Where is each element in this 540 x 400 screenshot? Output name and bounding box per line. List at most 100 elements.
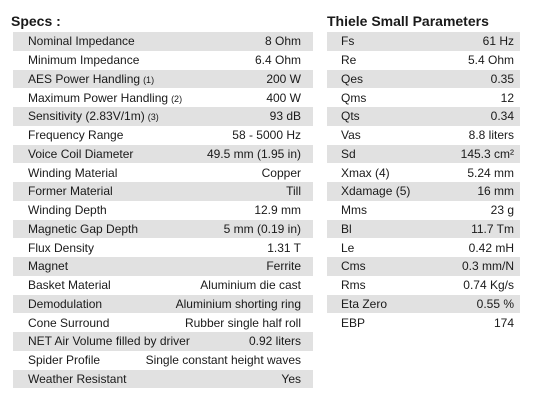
- row-label: Le: [341, 241, 354, 255]
- table-row: Former Material Till: [13, 182, 313, 201]
- row-label-text: Spider Profile: [28, 353, 101, 368]
- row-value: 93 dB: [269, 109, 301, 124]
- row-label-text: Sensitivity (2.83V/1m): [28, 109, 145, 124]
- table-row: Rms 0.74 Kg/s: [327, 276, 520, 295]
- table-row: Demodulation Aluminium shorting ring: [13, 294, 313, 314]
- table-row: Magnet Ferrite: [13, 257, 313, 276]
- row-label: Winding Depth: [28, 203, 107, 217]
- row-label-text: Flux Density: [28, 240, 95, 255]
- table-row: Qes 0.35: [327, 69, 520, 89]
- row-label-text: Le: [341, 240, 355, 255]
- row-value: 0.55 %: [476, 296, 514, 311]
- row-value: 0.92 liters: [248, 334, 301, 349]
- row-label-text: Former Material: [28, 184, 113, 199]
- table-row: Winding Depth 12.9 mm: [13, 201, 313, 220]
- table-row: Nominal Impedance 8 Ohm: [13, 32, 313, 51]
- table-row: Basket Material Aluminium die cast: [13, 276, 313, 295]
- row-value: 8.8 liters: [468, 128, 514, 143]
- row-label-text: Voice Coil Diameter: [28, 146, 134, 161]
- row-label-text: Winding Depth: [28, 203, 107, 218]
- row-label-text: AES Power Handling: [28, 71, 141, 86]
- table-row: Xdamage (5) 16 mm: [327, 182, 520, 201]
- row-label-text: Weather Resistant: [28, 371, 127, 386]
- row-value: 16 mm: [477, 184, 514, 199]
- row-label-text: Mms: [341, 203, 367, 218]
- table-row: Cms 0.3 mm/N: [327, 257, 520, 276]
- table-row: Frequency Range 58 - 5000 Hz: [13, 126, 313, 145]
- table-row: Qms 12: [327, 88, 520, 107]
- row-value: 0.35: [490, 71, 514, 86]
- thiele-small-panel: Thiele Small Parameters Fs 61 Hz Re 5.4 Ohm…: [327, 0, 520, 332]
- table-row: Spider Profile Single constant height wav…: [13, 351, 313, 370]
- row-label-text: Sd: [341, 146, 356, 161]
- row-label-text: Magnet: [28, 259, 69, 274]
- table-row: Maximum Power Handling (2) 400 W: [13, 88, 313, 107]
- row-label: AES Power Handling (1): [28, 72, 154, 86]
- row-label-text: EBP: [341, 315, 366, 330]
- table-row: Eta Zero 0.55 %: [327, 294, 520, 314]
- specs-panel: Specs : Nominal Impedance 8 Ohm Minimum Im…: [11, 0, 313, 389]
- row-label-text: Re: [341, 53, 357, 68]
- row-value: 61 Hz: [482, 34, 514, 49]
- row-label-text: Demodulation: [28, 296, 103, 311]
- row-value: Rubber single half roll: [184, 315, 301, 330]
- row-value: 6.4 Ohm: [254, 53, 301, 68]
- row-label: Qms: [341, 91, 366, 105]
- row-label: Mms: [341, 203, 367, 217]
- row-label: Sd: [341, 147, 356, 161]
- row-label-text: Vas: [341, 128, 361, 143]
- table-row: Winding Material Copper: [13, 163, 313, 182]
- row-label: Minimum Impedance: [28, 53, 139, 67]
- row-label: Re: [341, 53, 356, 67]
- row-value: 23 g: [490, 203, 514, 218]
- table-row: Weather Resistant Yes: [13, 369, 313, 389]
- row-value: 12: [500, 90, 514, 105]
- table-row: Flux Density 1.31 T: [13, 238, 313, 257]
- thiele-small-table: Fs 61 Hz Re 5.4 Ohm Qes 0.35 Qms 12 Qts 0.34 Vas 8.…: [327, 32, 520, 332]
- row-label-text: Xmax (4): [341, 165, 390, 180]
- row-footnote: (3): [147, 112, 159, 123]
- row-label-text: Cms: [341, 259, 366, 274]
- row-value: Aluminium shorting ring: [175, 296, 301, 311]
- row-value: 145.3 cm²: [460, 146, 514, 161]
- row-label-text: NET Air Volume filled by driver: [28, 334, 190, 349]
- row-label-text: Maximum Power Handling: [28, 90, 169, 105]
- row-label: Nominal Impedance: [28, 34, 135, 48]
- row-value: 1.31 T: [267, 240, 301, 255]
- row-label: Qes: [341, 72, 363, 86]
- row-value: 8 Ohm: [264, 34, 301, 49]
- row-value: 400 W: [266, 90, 301, 105]
- row-value: Yes: [281, 371, 301, 386]
- row-value: 0.34: [490, 109, 514, 124]
- row-value: 5 mm (0.19 in): [223, 221, 301, 236]
- row-label: Xdamage (5): [341, 184, 410, 198]
- table-row: AES Power Handling (1) 200 W: [13, 69, 313, 89]
- table-row: Fs 61 Hz: [327, 32, 520, 51]
- table-row: Magnetic Gap Depth 5 mm (0.19 in): [13, 219, 313, 239]
- row-label: Vas: [341, 128, 361, 142]
- row-value: 200 W: [266, 71, 301, 86]
- row-value: Single constant height waves: [145, 353, 301, 368]
- table-row: Re 5.4 Ohm: [327, 51, 520, 70]
- table-row: Vas 8.8 liters: [327, 126, 520, 145]
- row-label: Weather Resistant: [28, 372, 127, 386]
- row-value: 0.42 mH: [468, 240, 514, 255]
- row-label-text: Nominal Impedance: [28, 34, 135, 49]
- row-value: 5.24 mm: [467, 165, 514, 180]
- table-row: Qts 0.34: [327, 107, 520, 126]
- table-row: EBP 174: [327, 313, 520, 332]
- row-label: Cms: [341, 259, 366, 273]
- row-label: NET Air Volume filled by driver: [28, 334, 190, 348]
- row-label-text: Winding Material: [28, 165, 118, 180]
- table-row: Bl 11.7 Tm: [327, 219, 520, 239]
- thiele-small-title: Thiele Small Parameters: [327, 13, 489, 29]
- row-label-text: Qts: [341, 109, 360, 124]
- row-label: Winding Material: [28, 166, 117, 180]
- row-label: Former Material: [28, 184, 113, 198]
- row-label: Bl: [341, 222, 352, 236]
- row-label: Cone Surround: [28, 316, 109, 330]
- row-label: Demodulation: [28, 297, 102, 311]
- row-label: EBP: [341, 316, 365, 330]
- row-value: 0.74 Kg/s: [463, 278, 514, 293]
- table-row: Sensitivity (2.83V/1m) (3) 93 dB: [13, 107, 313, 126]
